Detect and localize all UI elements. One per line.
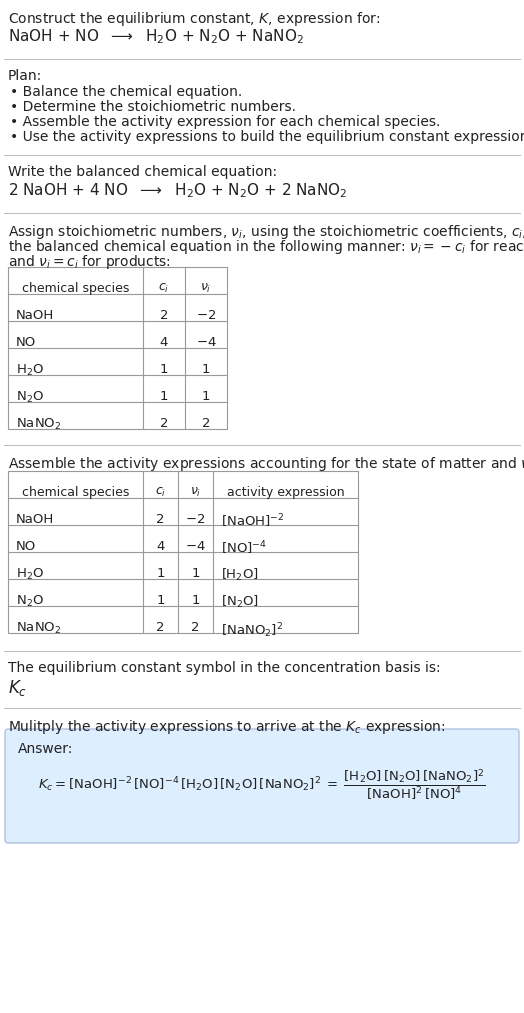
Bar [8, 471, 358, 633]
Text: Write the balanced chemical equation:: Write the balanced chemical equation: [8, 165, 277, 179]
Text: [NaNO$_2$]$^2$: [NaNO$_2$]$^2$ [221, 621, 283, 639]
Text: and $\nu_i = c_i$ for products:: and $\nu_i = c_i$ for products: [8, 253, 171, 271]
Text: [NaOH]$^{-2}$: [NaOH]$^{-2}$ [221, 513, 285, 531]
Text: 1: 1 [160, 363, 168, 376]
Text: $-$4: $-$4 [195, 336, 216, 348]
Text: 1: 1 [202, 363, 210, 376]
Text: 2: 2 [156, 621, 165, 634]
Text: 4: 4 [160, 336, 168, 348]
Text: H$_2$O: H$_2$O [16, 567, 44, 581]
Text: • Balance the chemical equation.: • Balance the chemical equation. [10, 85, 242, 99]
Text: the balanced chemical equation in the following manner: $\nu_i = -c_i$ for react: the balanced chemical equation in the fo… [8, 238, 524, 256]
Text: chemical species: chemical species [22, 486, 129, 498]
Text: 1: 1 [156, 567, 165, 579]
Text: Answer:: Answer: [18, 742, 73, 756]
Text: 1: 1 [160, 390, 168, 403]
Text: [H$_2$O]: [H$_2$O] [221, 567, 259, 582]
Text: $\nu_i$: $\nu_i$ [200, 282, 212, 295]
Text: The equilibrium constant symbol in the concentration basis is:: The equilibrium constant symbol in the c… [8, 661, 441, 675]
Text: Assemble the activity expressions accounting for the state of matter and $\nu_i$: Assemble the activity expressions accoun… [8, 455, 524, 473]
Text: 1: 1 [202, 390, 210, 403]
Text: 2 NaOH + 4 NO  $\longrightarrow$  H$_2$O + N$_2$O + 2 NaNO$_2$: 2 NaOH + 4 NO $\longrightarrow$ H$_2$O +… [8, 181, 347, 200]
Text: [NO]$^{-4}$: [NO]$^{-4}$ [221, 540, 267, 557]
Text: Mulitply the activity expressions to arrive at the $K_c$ expression:: Mulitply the activity expressions to arr… [8, 718, 445, 736]
Text: $K_c = \mathrm{[NaOH]}^{-2}\,\mathrm{[NO]}^{-4}\,\mathrm{[H_2O]}\,\mathrm{[N_2O]: $K_c = \mathrm{[NaOH]}^{-2}\,\mathrm{[NO… [38, 767, 486, 802]
Text: [N$_2$O]: [N$_2$O] [221, 594, 259, 610]
Text: 2: 2 [202, 417, 210, 430]
Text: NO: NO [16, 336, 36, 348]
Text: N$_2$O: N$_2$O [16, 594, 44, 609]
Text: • Determine the stoichiometric numbers.: • Determine the stoichiometric numbers. [10, 100, 296, 114]
Text: NaOH: NaOH [16, 309, 54, 322]
Text: $c_i$: $c_i$ [155, 486, 166, 499]
Text: Plan:: Plan: [8, 69, 42, 83]
FancyBboxPatch shape [5, 729, 519, 843]
Text: activity expression: activity expression [227, 486, 344, 498]
Text: chemical species: chemical species [22, 282, 129, 295]
Text: NO: NO [16, 540, 36, 553]
Text: 1: 1 [191, 567, 200, 579]
Text: NaOH: NaOH [16, 513, 54, 526]
Text: Construct the equilibrium constant, $K$, expression for:: Construct the equilibrium constant, $K$,… [8, 10, 380, 28]
Text: $-$2: $-$2 [185, 513, 205, 526]
Text: 2: 2 [160, 417, 168, 430]
Text: $-$4: $-$4 [185, 540, 206, 553]
Text: $c_i$: $c_i$ [158, 282, 170, 295]
Text: NaOH + NO  $\longrightarrow$  H$_2$O + N$_2$O + NaNO$_2$: NaOH + NO $\longrightarrow$ H$_2$O + N$_… [8, 27, 304, 46]
Text: N$_2$O: N$_2$O [16, 390, 44, 405]
Text: Assign stoichiometric numbers, $\nu_i$, using the stoichiometric coefficients, $: Assign stoichiometric numbers, $\nu_i$, … [8, 223, 524, 241]
Text: NaNO$_2$: NaNO$_2$ [16, 417, 61, 432]
Text: 4: 4 [156, 540, 165, 553]
Text: NaNO$_2$: NaNO$_2$ [16, 621, 61, 636]
Text: $-$2: $-$2 [196, 309, 216, 322]
Text: 2: 2 [191, 621, 200, 634]
Bar [8, 267, 227, 428]
Text: 1: 1 [191, 594, 200, 607]
Text: $K_c$: $K_c$ [8, 678, 27, 698]
Text: $\nu_i$: $\nu_i$ [190, 486, 201, 499]
Text: • Assemble the activity expression for each chemical species.: • Assemble the activity expression for e… [10, 115, 440, 129]
Text: • Use the activity expressions to build the equilibrium constant expression.: • Use the activity expressions to build … [10, 130, 524, 144]
Text: 2: 2 [156, 513, 165, 526]
Text: H$_2$O: H$_2$O [16, 363, 44, 378]
Text: 2: 2 [160, 309, 168, 322]
Text: 1: 1 [156, 594, 165, 607]
